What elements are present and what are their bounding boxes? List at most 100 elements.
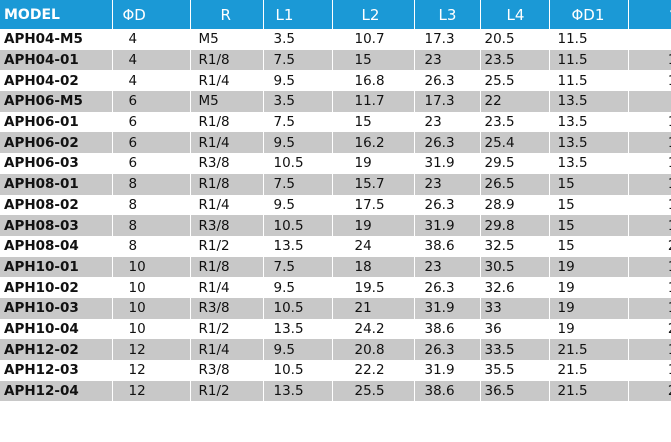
- cell-diameter-d1: 15: [549, 215, 629, 236]
- cell-hex-size: 12: [628, 112, 671, 133]
- cell-diameter-d: 4: [112, 70, 191, 92]
- cell-l3: 38.6: [414, 235, 481, 257]
- cell-l1: 9.5: [263, 277, 333, 298]
- header-l4: L4: [480, 0, 550, 29]
- cell-l3: 38.6: [414, 318, 481, 340]
- header-row: MODEL ΦD R L1 L2 L3 L4 ΦD1: [0, 0, 671, 29]
- cell-l1: 3.5: [263, 29, 333, 50]
- cell-l2: 15: [332, 111, 415, 133]
- cell-diameter-d1: 13.5: [549, 111, 629, 133]
- cell-thread-r: R1/4: [190, 277, 264, 298]
- cell-model: APH08-03: [0, 215, 113, 236]
- cell-hex-size: 8: [628, 91, 671, 112]
- cell-l1: 3.5: [263, 91, 333, 112]
- cell-diameter-d1: 19: [549, 256, 629, 278]
- cell-diameter-d1: 15: [549, 194, 629, 216]
- cell-model: APH10-04: [0, 318, 113, 340]
- cell-l4: 29.5: [480, 153, 550, 174]
- cell-l4: 20.5: [480, 29, 550, 50]
- cell-l4: 23.5: [480, 49, 550, 71]
- cell-thread-r: R1/8: [190, 111, 264, 133]
- cell-model: APH08-02: [0, 194, 113, 216]
- cell-diameter-d1: 13.5: [549, 132, 629, 154]
- cell-diameter-d1: 21.5: [549, 360, 629, 381]
- cell-l2: 19: [332, 215, 415, 236]
- cell-model: APH06-01: [0, 111, 113, 133]
- cell-l1: 10.5: [263, 297, 333, 319]
- cell-model: APH04-02: [0, 70, 113, 92]
- cell-l3: 23: [414, 49, 481, 71]
- cell-l2: 24: [332, 235, 415, 257]
- spec-table: MODEL ΦD R L1 L2 L3 L4 ΦD1 APH04-M5 4 M5 3.…: [0, 0, 671, 402]
- cell-l1: 13.5: [263, 235, 333, 257]
- cell-l2: 16.8: [332, 70, 415, 92]
- cell-l3: 23: [414, 111, 481, 133]
- cell-l1: 10.5: [263, 153, 333, 174]
- cell-hex-size: 24: [628, 236, 671, 257]
- cell-hex-size: 12: [628, 174, 671, 195]
- cell-hex-size: 19: [628, 360, 671, 381]
- cell-l2: 21: [332, 297, 415, 319]
- cell-l4: 33: [480, 297, 550, 319]
- header-model: MODEL: [0, 0, 113, 29]
- cell-diameter-d: 10: [112, 277, 191, 298]
- cell-l1: 7.5: [263, 111, 333, 133]
- header-diameter-d: ΦD: [112, 0, 191, 29]
- cell-l2: 16.2: [332, 132, 415, 154]
- cell-l4: 36.5: [480, 380, 550, 402]
- cell-thread-r: R1/4: [190, 132, 264, 154]
- cell-model: APH06-02: [0, 132, 113, 154]
- cell-l2: 18: [332, 256, 415, 278]
- cell-l4: 23.5: [480, 111, 550, 133]
- cell-l3: 31.9: [414, 360, 481, 381]
- cell-l3: 17.3: [414, 91, 481, 112]
- cell-diameter-d1: 19: [549, 277, 629, 298]
- cell-l1: 10.5: [263, 360, 333, 381]
- cell-l2: 11.7: [332, 91, 415, 112]
- cell-hex-size: 14: [628, 339, 671, 360]
- cell-diameter-d: 6: [112, 132, 191, 154]
- header-thread-r: R: [190, 0, 264, 29]
- cell-thread-r: R3/8: [190, 297, 264, 319]
- cell-diameter-d: 6: [112, 111, 191, 133]
- cell-hex-size: 8: [628, 29, 671, 50]
- cell-l1: 10.5: [263, 215, 333, 236]
- cell-diameter-d1: 15: [549, 173, 629, 195]
- cell-l1: 7.5: [263, 256, 333, 278]
- cell-hex-size: 19: [628, 298, 671, 319]
- cell-l1: 13.5: [263, 318, 333, 340]
- cell-l1: 7.5: [263, 49, 333, 71]
- cell-thread-r: M5: [190, 29, 264, 50]
- cell-thread-r: R1/2: [190, 318, 264, 340]
- cell-hex-size: 19: [628, 153, 671, 174]
- cell-thread-r: R1/4: [190, 339, 264, 360]
- cell-thread-r: R1/8: [190, 256, 264, 278]
- cell-model: APH12-04: [0, 380, 113, 402]
- cell-thread-r: R3/8: [190, 360, 264, 381]
- cell-l2: 15: [332, 49, 415, 71]
- cell-l3: 26.3: [414, 132, 481, 154]
- cell-model: APH08-01: [0, 173, 113, 195]
- cell-thread-r: R1/2: [190, 235, 264, 257]
- cell-thread-r: R1/2: [190, 380, 264, 402]
- cell-model: APH08-04: [0, 235, 113, 257]
- cell-l2: 20.8: [332, 339, 415, 360]
- cell-l4: 32.5: [480, 235, 550, 257]
- cell-diameter-d1: 19: [549, 318, 629, 340]
- cell-model: APH10-01: [0, 256, 113, 278]
- cell-l1: 9.5: [263, 132, 333, 154]
- cell-l4: 32.6: [480, 277, 550, 298]
